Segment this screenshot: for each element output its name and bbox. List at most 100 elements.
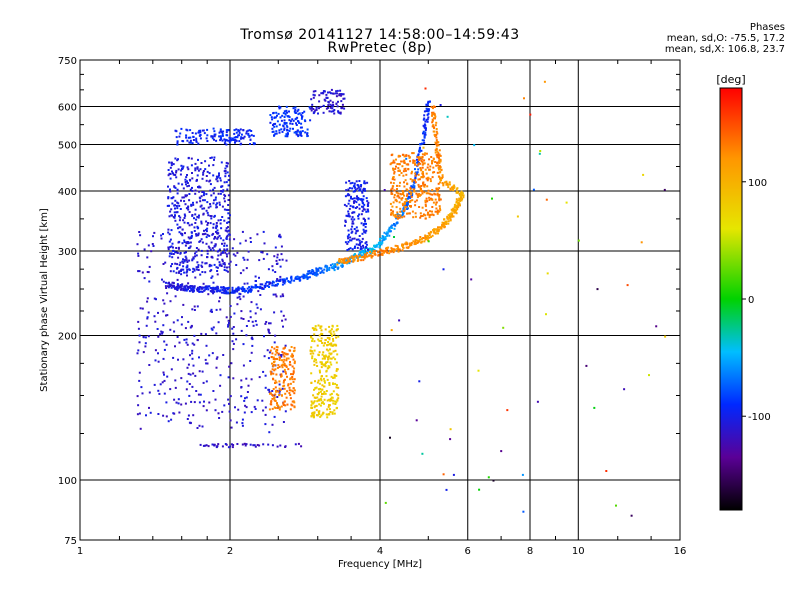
x-tick-label: 1: [77, 546, 83, 557]
data-point: [318, 107, 320, 110]
data-point: [536, 400, 539, 403]
data-point: [295, 122, 297, 125]
data-point: [209, 179, 212, 182]
data-point: [189, 139, 192, 142]
data-point: [274, 368, 277, 371]
data-point: [283, 127, 286, 130]
data-point: [212, 281, 215, 284]
data-point: [197, 233, 200, 236]
data-point: [315, 409, 318, 412]
data-point: [365, 241, 368, 244]
data-point: [438, 158, 441, 161]
data-point: [142, 351, 145, 354]
data-point: [196, 166, 199, 169]
data-point: [243, 282, 246, 285]
data-point: [361, 205, 363, 208]
data-point: [212, 226, 215, 229]
data-point: [197, 216, 200, 219]
data-point: [280, 375, 282, 378]
data-point: [278, 359, 281, 361]
data-point: [189, 141, 192, 144]
data-point: [175, 169, 178, 172]
data-point: [246, 391, 249, 393]
data-point: [312, 96, 315, 99]
data-point: [278, 408, 281, 411]
data-point: [431, 198, 434, 201]
data-point: [384, 501, 387, 504]
data-point: [223, 266, 226, 269]
data-point: [406, 243, 409, 245]
data-point: [204, 160, 207, 163]
data-point: [425, 103, 428, 106]
data-point: [335, 336, 338, 339]
data-point: [336, 105, 339, 108]
data-point: [340, 100, 343, 103]
data-point: [179, 270, 182, 273]
data-point: [292, 358, 295, 361]
data-point: [192, 136, 195, 138]
data-point: [437, 166, 440, 169]
data-point: [273, 347, 276, 350]
data-point: [194, 222, 197, 224]
data-point: [185, 176, 188, 179]
data-point: [478, 488, 481, 491]
data-point: [403, 201, 406, 204]
data-point: [348, 199, 351, 202]
data-point: [433, 192, 436, 195]
data-point: [313, 358, 316, 361]
data-point: [398, 184, 401, 187]
data-point: [449, 438, 452, 441]
data-point: [445, 488, 448, 491]
data-point: [322, 111, 325, 114]
data-point: [449, 218, 452, 221]
data-point: [397, 192, 400, 195]
data-point: [422, 184, 425, 187]
data-point: [420, 215, 423, 218]
data-point: [402, 170, 405, 173]
data-point: [437, 154, 439, 157]
data-point: [330, 396, 333, 399]
data-point: [446, 217, 449, 220]
data-point: [420, 169, 423, 172]
data-point: [355, 243, 358, 246]
data-point: [440, 179, 442, 182]
data-point: [178, 204, 181, 207]
data-point: [347, 233, 350, 236]
data-point: [194, 189, 197, 192]
data-point: [247, 384, 250, 387]
data-point: [174, 219, 177, 222]
data-point: [241, 418, 244, 421]
data-point: [162, 414, 165, 417]
data-point: [300, 126, 303, 129]
data-point: [426, 166, 429, 169]
data-point: [213, 156, 216, 159]
data-point: [321, 269, 324, 272]
data-point: [345, 214, 348, 217]
data-point: [343, 258, 345, 261]
data-point: [334, 266, 337, 268]
data-point: [350, 218, 353, 221]
data-point: [148, 406, 150, 409]
data-point: [337, 259, 340, 262]
data-point: [196, 261, 199, 264]
data-point: [326, 378, 329, 381]
data-point: [169, 328, 172, 331]
data-point: [146, 316, 149, 319]
data-point: [340, 261, 343, 264]
data-point: [191, 357, 194, 360]
data-point: [178, 219, 181, 222]
data-point: [153, 383, 156, 386]
data-point: [238, 287, 241, 290]
data-point: [502, 326, 505, 329]
data-point: [379, 241, 382, 244]
data-point: [347, 188, 350, 191]
data-point: [191, 270, 194, 273]
data-point: [365, 250, 368, 253]
data-point: [272, 284, 275, 287]
data-point: [420, 160, 423, 162]
data-point: [434, 117, 436, 120]
data-point: [415, 161, 418, 164]
data-point: [219, 384, 222, 387]
data-point: [224, 167, 227, 170]
data-point: [284, 371, 287, 373]
